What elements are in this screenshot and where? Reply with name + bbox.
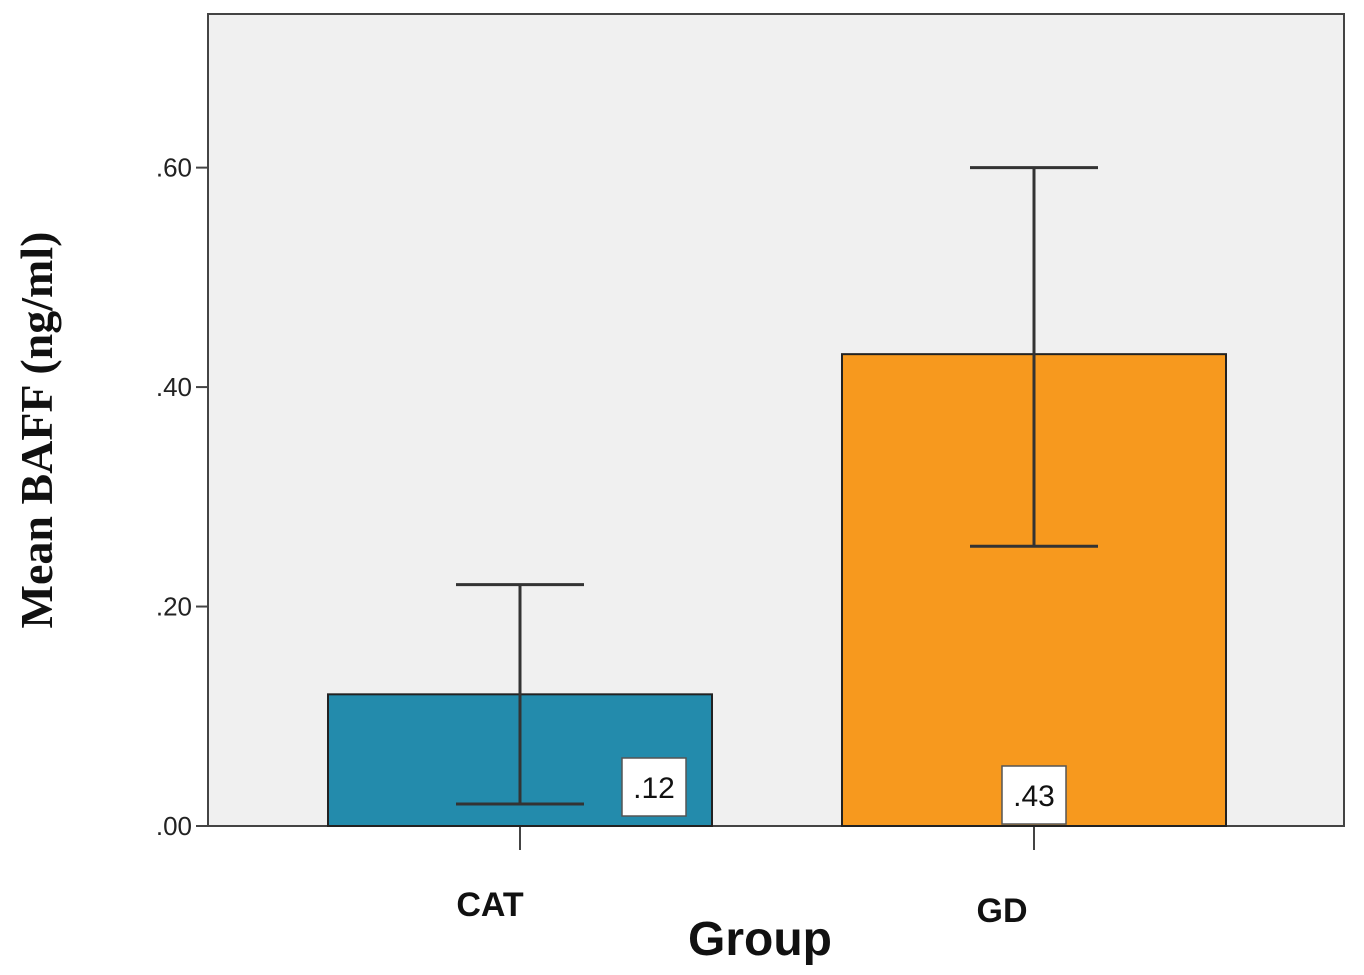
value-label-box bbox=[621, 757, 687, 817]
y-tick-label: .40 bbox=[156, 372, 192, 402]
x-axis-title: Group bbox=[688, 913, 832, 966]
y-axis-title: Mean BAFF (ng/ml) bbox=[11, 232, 62, 629]
category-label-cat: CAT bbox=[456, 886, 524, 924]
y-tick-label: .20 bbox=[156, 592, 192, 622]
y-tick-label: .00 bbox=[156, 811, 192, 841]
y-tick-label: .60 bbox=[156, 153, 192, 183]
value-label-gd: .43 bbox=[1013, 780, 1055, 813]
value-label-box bbox=[1001, 765, 1067, 825]
value-label-cat: .12 bbox=[633, 772, 675, 805]
category-label-gd: GD bbox=[977, 892, 1028, 930]
